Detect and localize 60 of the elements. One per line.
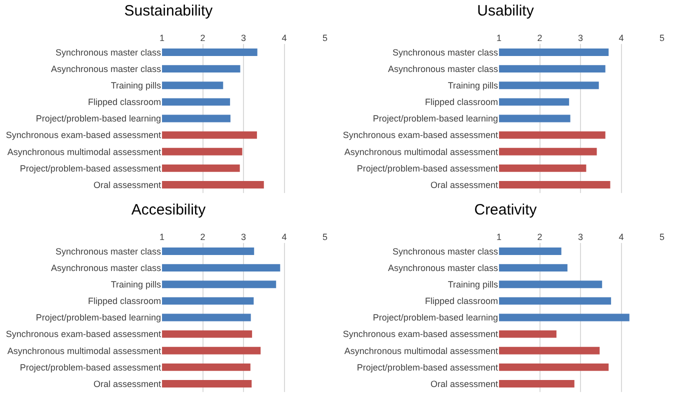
chart-title: Accesibility	[131, 201, 206, 218]
y-tick-label: Synchronous master class	[392, 246, 498, 256]
y-tick-label: Asynchronous master class	[388, 64, 498, 74]
y-tick-label: Synchronous master class	[55, 47, 162, 58]
x-tick-label: 2	[200, 33, 206, 44]
y-tick-label: Oral assessment	[93, 378, 162, 389]
y-tick-label: Asynchronous master class	[50, 262, 162, 273]
y-tick-label: Project/problem-based learning	[372, 114, 498, 124]
x-tick-label: 4	[618, 33, 624, 44]
chart-title: Creativity	[474, 201, 538, 218]
x-tick-label: 2	[537, 232, 542, 242]
y-tick-label: Asynchronous multimodal assessment	[7, 346, 162, 356]
x-tick-label: 5	[659, 33, 665, 44]
y-tick-label: Oral assessment	[430, 378, 498, 389]
chart-title: Sustainability	[124, 2, 214, 20]
x-tick-label: 2	[537, 33, 542, 44]
x-tick-label: 5	[322, 232, 328, 242]
y-tick-label: Training pills	[110, 280, 162, 290]
x-tick-label: 3	[578, 232, 584, 242]
x-tick-label: 1	[159, 232, 165, 242]
y-tick-label: Asynchronous master class	[388, 262, 498, 273]
chart-title: Usability	[477, 2, 534, 20]
x-tick-label: 3	[240, 33, 246, 44]
x-tick-label: 4	[282, 232, 287, 242]
x-tick-label: 1	[496, 33, 502, 44]
y-tick-label: Flipped classroom	[88, 97, 161, 108]
x-tick-label: 5	[322, 33, 328, 44]
y-tick-label: Synchronous exam-based assessment	[6, 329, 162, 340]
y-tick-label: Project/problem-based assessment	[20, 362, 162, 372]
x-tick-label: 3	[578, 33, 584, 44]
y-tick-label: Project/problem-based assessment	[356, 163, 498, 174]
y-tick-label: Synchronous master class	[392, 47, 498, 58]
y-tick-label: Project/problem-based learning	[36, 114, 161, 124]
y-tick-label: Training pills	[448, 280, 498, 290]
x-tick-label: 3	[240, 232, 246, 242]
y-tick-label: Training pills	[448, 80, 498, 91]
x-tick-label: 1	[496, 232, 502, 242]
x-tick-label: 2	[200, 232, 206, 242]
y-tick-label: Oral assessment	[430, 180, 498, 190]
y-tick-label: Asynchronous multimodal assessment	[344, 346, 498, 356]
y-tick-label: Synchronous exam-based assessment	[342, 130, 498, 140]
x-tick-label: 4	[282, 33, 287, 44]
y-tick-label: Synchronous exam-based assessment	[6, 130, 162, 140]
y-tick-label: Flipped classroom	[424, 296, 498, 306]
y-tick-label: Asynchronous multimodal assessment	[7, 146, 162, 157]
y-tick-label: Project/problem-based assessment	[20, 163, 162, 174]
y-tick-label: Project/problem-based learning	[372, 312, 498, 323]
y-tick-label: Synchronous exam-based assessment	[342, 329, 498, 340]
x-tick-label: 4	[618, 232, 624, 242]
y-tick-label: Training pills	[110, 80, 162, 91]
x-tick-label: 5	[659, 232, 665, 242]
y-tick-label: Oral assessment	[93, 180, 162, 190]
y-tick-label: Flipped classroom	[88, 296, 161, 306]
x-tick-label: 1	[159, 33, 165, 44]
y-tick-label: Flipped classroom	[424, 97, 498, 108]
y-tick-label: Project/problem-based assessment	[356, 362, 498, 372]
y-tick-label: Asynchronous master class	[50, 64, 162, 74]
y-tick-label: Asynchronous multimodal assessment	[344, 146, 498, 157]
y-tick-label: Synchronous master class	[55, 246, 162, 256]
y-tick-label: Project/problem-based learning	[36, 312, 161, 323]
